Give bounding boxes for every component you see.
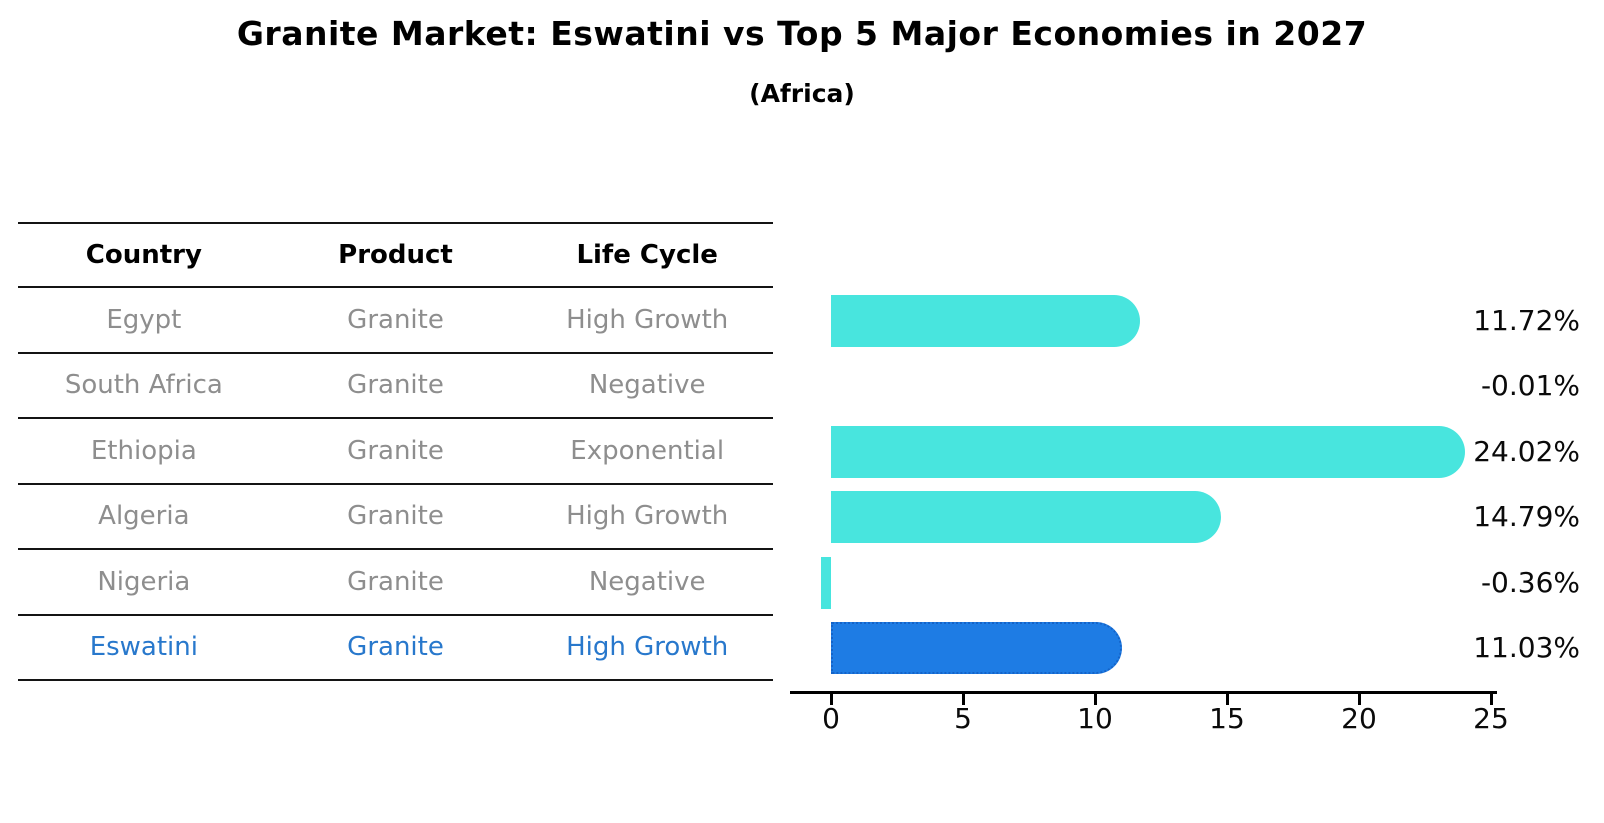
x-tick-label-5: 5 (954, 702, 972, 735)
x-tick-mark-15 (1225, 694, 1229, 705)
country-table: Country Product Life Cycle Egypt Granite High… (18, 222, 773, 681)
table-cell-country-egypt: Egypt (106, 304, 182, 335)
value-label-ethiopia: 24.02% (1473, 434, 1580, 468)
bar-nigeria (821, 556, 831, 609)
x-tick-mark-20 (1357, 694, 1361, 705)
table-cell-life_cycle-nigeria: Negative (588, 566, 706, 597)
bar-ethiopia (831, 425, 1466, 478)
value-label-nigeria: -0.36% (1480, 565, 1580, 599)
table-cell-life_cycle-algeria: High Growth (566, 501, 729, 532)
x-tick-mark-5 (961, 694, 965, 705)
table-cell-life_cycle-ethiopia: Exponential (570, 435, 725, 466)
x-axis-line (790, 691, 1497, 694)
table-row-algeria: Algeria Granite High Growth (18, 485, 773, 550)
chart-subtitle: (Africa) (749, 79, 855, 108)
table-cell-country-nigeria: Nigeria (97, 566, 191, 597)
table-header-row: Country Product Life Cycle (18, 222, 773, 288)
x-tick-label-10: 10 (1077, 702, 1113, 735)
table-cell-life_cycle-south-africa: Negative (588, 370, 706, 401)
table-cell-product-south-africa: Granite (347, 370, 444, 401)
bar-egypt (831, 294, 1141, 347)
table-cell-country-ethiopia: Ethiopia (90, 435, 197, 466)
table-cell-product-nigeria: Granite (347, 566, 444, 597)
table-cell-product-ethiopia: Granite (347, 435, 444, 466)
x-tick-mark-25 (1489, 694, 1493, 705)
x-tick-mark-10 (1093, 694, 1097, 705)
value-label-egypt: 11.72% (1473, 303, 1580, 337)
x-tick-mark-0 (829, 694, 833, 705)
x-tick-label-25: 25 (1473, 702, 1509, 735)
table-row-nigeria: Nigeria Granite Negative (18, 550, 773, 616)
table-row-south-africa: South Africa Granite Negative (18, 354, 773, 419)
chart-title: Granite Market: Eswatini vs Top 5 Major … (236, 14, 1368, 53)
value-label-south-africa: -0.01% (1480, 369, 1580, 403)
x-tick-label-15: 15 (1209, 702, 1245, 735)
table-cell-life_cycle-egypt: High Growth (566, 304, 729, 335)
value-label-eswatini: 11.03% (1473, 631, 1580, 665)
bar-algeria (831, 491, 1222, 544)
table-cell-product-algeria: Granite (347, 501, 444, 532)
table-cell-country-eswatini: Eswatini (89, 632, 198, 663)
table-header-life-cycle: Life Cycle (576, 240, 718, 270)
value-label-algeria: 14.79% (1473, 500, 1580, 534)
table-row-eswatini: Eswatini Granite High Growth (18, 616, 773, 681)
table-cell-product-egypt: Granite (347, 304, 444, 335)
table-cell-country-south-africa: South Africa (64, 370, 223, 401)
table-cell-country-algeria: Algeria (98, 501, 190, 532)
table-cell-product-eswatini: Granite (347, 632, 444, 663)
x-tick-label-20: 20 (1341, 702, 1377, 735)
x-tick-label-0: 0 (822, 702, 840, 735)
table-header-product: Product (338, 240, 453, 270)
table-header-country: Country (85, 240, 202, 270)
table-row-egypt: Egypt Granite High Growth (18, 288, 773, 354)
table-cell-life_cycle-eswatini: High Growth (566, 632, 729, 663)
table-row-ethiopia: Ethiopia Granite Exponential (18, 419, 773, 485)
bar-eswatini (831, 622, 1123, 675)
